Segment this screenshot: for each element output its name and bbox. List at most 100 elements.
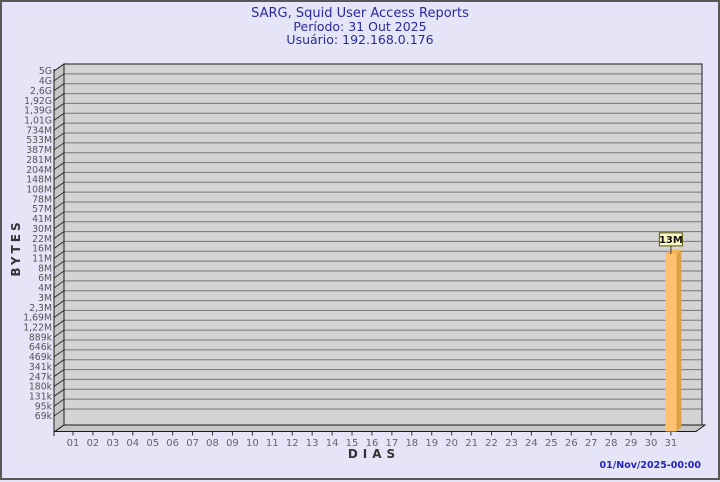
x-tick-label: 12: [286, 438, 299, 449]
y-tick-label: 1,22M: [23, 322, 52, 333]
y-tick-label: 4M: [38, 283, 52, 294]
x-tick-label: 03: [106, 438, 119, 449]
y-tick-connector: [53, 103, 65, 111]
y-tick-label: 131k: [29, 391, 53, 402]
y-tick-label: 22M: [32, 234, 52, 245]
y-tick-label: 30M: [32, 224, 52, 235]
x-tick-label: 19: [425, 438, 438, 449]
y-tick-label: 2,3M: [29, 303, 52, 314]
usage-bar-side: [676, 249, 682, 432]
y-tick-connector: [53, 142, 65, 151]
x-tick-label: 20: [445, 438, 458, 449]
y-tick-label: 41M: [32, 214, 52, 225]
y-tick-label: 8M: [38, 263, 52, 274]
y-tick-label: 533M: [26, 135, 52, 146]
y-tick-connector: [53, 152, 65, 161]
x-tick-label: 15: [346, 438, 359, 449]
y-tick-connector: [53, 408, 65, 417]
x-axis-title: DIAS: [348, 447, 400, 461]
x-tick-label: 22: [485, 438, 498, 449]
chart-user: Usuário: 192.168.0.176: [286, 32, 434, 47]
y-tick-connector: [53, 132, 65, 141]
x-tick-label: 17: [386, 438, 399, 449]
y-axis-title: BYTES: [9, 219, 23, 276]
y-tick-connector: [53, 181, 65, 190]
x-tick-label: 31: [665, 438, 678, 449]
x-tick-label: 13: [306, 438, 319, 449]
y-tick-label: 281M: [26, 155, 52, 166]
y-tick-connector: [53, 329, 65, 338]
floor: [53, 424, 707, 432]
usage-bar-top: [665, 249, 682, 254]
y-tick-connector: [53, 270, 65, 279]
y-tick-connector: [53, 191, 65, 200]
y-tick-label: 108M: [26, 184, 52, 195]
y-tick-label: 1,92G: [24, 96, 52, 107]
y-tick-connector: [53, 260, 65, 269]
y-tick-connector: [53, 172, 65, 180]
usage-bar: [665, 253, 677, 432]
y-tick-label: 3M: [38, 293, 52, 304]
x-tick-label: 07: [186, 438, 199, 449]
y-tick-connector: [53, 369, 65, 377]
y-tick-connector: [53, 388, 65, 397]
y-tick-label: 6M: [38, 273, 52, 284]
value-label: 13M: [659, 235, 683, 246]
x-tick-label: 11: [266, 438, 279, 449]
y-tick-label: 95k: [35, 401, 53, 412]
chart-period: Período: 31 Out 2025: [293, 19, 427, 34]
x-tick-label: 28: [605, 438, 618, 449]
y-tick-label: 4G: [39, 76, 52, 87]
y-tick-label: 1,01G: [24, 115, 52, 126]
y-tick-connector: [53, 359, 65, 368]
y-tick-label: 204M: [26, 165, 52, 176]
chart-title: SARG, Squid User Access Reports: [251, 6, 469, 21]
x-tick-label: 14: [326, 438, 339, 449]
y-tick-label: 5G: [39, 66, 52, 77]
y-tick-connector: [53, 73, 65, 82]
x-tick-label: 26: [565, 438, 578, 449]
x-tick-label: 21: [465, 438, 478, 449]
y-tick-connector: [53, 63, 65, 72]
y-tick-label: 2,6G: [30, 86, 52, 97]
plot-area-group: 5G4G2,6G1,92G1,39G1,01G734M533M387M281M2…: [23, 63, 707, 449]
y-tick-connector: [53, 93, 65, 101]
x-tick-label: 06: [166, 438, 179, 449]
y-tick-connector: [53, 162, 65, 170]
y-tick-label: 57M: [32, 204, 52, 215]
y-tick-label: 646k: [29, 342, 53, 353]
y-tick-connector: [53, 280, 65, 289]
x-tick-label: 10: [246, 438, 259, 449]
y-tick-connector: [53, 241, 65, 249]
y-tick-connector: [53, 398, 65, 407]
y-tick-label: 387M: [26, 145, 52, 156]
y-tick-label: 247k: [29, 372, 53, 383]
y-tick-label: 78M: [32, 194, 52, 205]
x-tick-label: 01: [67, 438, 80, 449]
x-tick-label: 24: [525, 438, 538, 449]
y-tick-label: 69k: [35, 411, 53, 422]
value-label-box: [658, 232, 683, 247]
x-tick-label: 30: [645, 438, 658, 449]
y-tick-connector: [53, 379, 65, 387]
y-tick-connector: [53, 250, 65, 259]
y-tick-connector: [53, 112, 65, 121]
back-wall: [63, 63, 703, 426]
y-tick-label: 889k: [29, 332, 53, 343]
y-tick-label: 341k: [29, 362, 53, 373]
x-tick-label: 18: [405, 438, 418, 449]
y-tick-label: 148M: [26, 175, 52, 186]
y-tick-label: 11M: [32, 253, 52, 264]
y-tick-label: 734M: [26, 125, 52, 136]
x-tick-label: 23: [505, 438, 518, 449]
y-tick-connector: [53, 339, 65, 348]
y-tick-label: 469k: [29, 352, 53, 363]
x-tick-label: 16: [366, 438, 379, 449]
y-tick-connector: [53, 290, 65, 299]
y-tick-connector: [53, 231, 65, 239]
y-tick-connector: [53, 310, 65, 318]
x-tick-label: 09: [226, 438, 239, 449]
y-tick-connector: [53, 300, 65, 308]
